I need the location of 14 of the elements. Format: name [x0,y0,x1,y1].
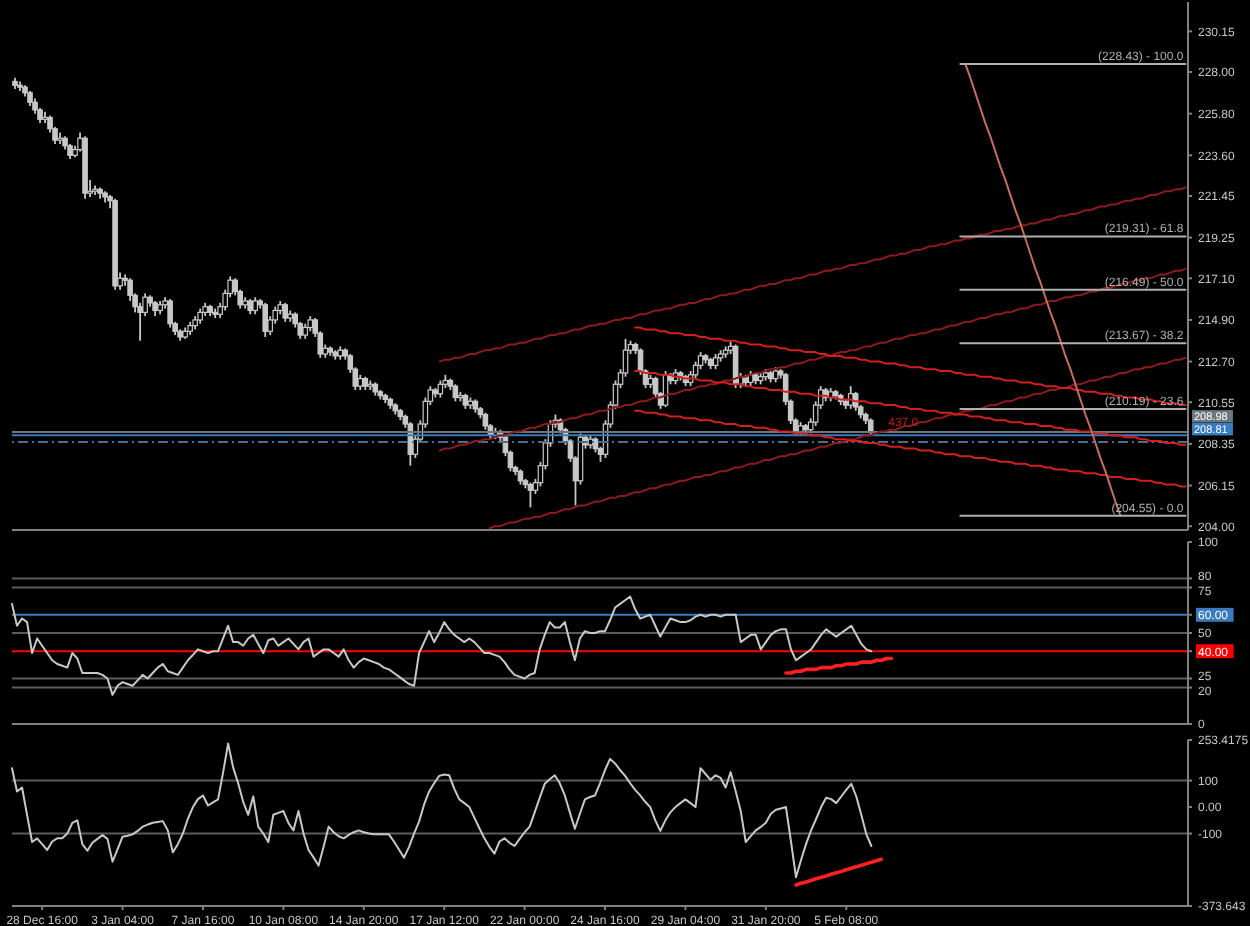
line-series [784,656,894,675]
candlestick [262,302,269,338]
line-series [634,326,1187,407]
line-series [11,742,873,879]
line-series [794,857,884,887]
line-series [488,356,1187,530]
line-series [438,186,1187,363]
candlestick [527,481,534,509]
line-series [634,409,1187,488]
candlestick [167,298,173,329]
candlestick [852,390,859,412]
line-series [11,595,873,696]
candlestick [282,302,289,323]
line-series [438,267,1187,452]
